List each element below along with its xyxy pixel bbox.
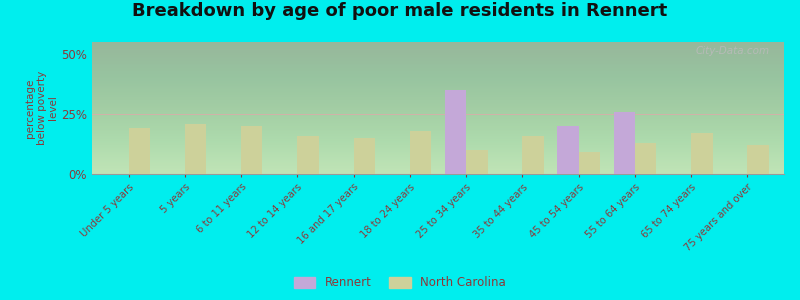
Bar — [410, 131, 431, 174]
Bar — [185, 124, 206, 174]
Bar — [298, 136, 318, 174]
Text: Breakdown by age of poor male residents in Rennert: Breakdown by age of poor male residents … — [132, 2, 668, 20]
Bar — [747, 145, 769, 174]
Legend: Rennert, North Carolina: Rennert, North Carolina — [290, 272, 510, 294]
Bar — [578, 152, 600, 174]
Bar — [635, 143, 656, 174]
Bar — [466, 150, 487, 174]
Bar — [614, 112, 635, 174]
Bar — [558, 126, 578, 174]
Text: City-Data.com: City-Data.com — [696, 46, 770, 56]
Bar — [522, 136, 544, 174]
Bar — [445, 90, 466, 174]
Bar — [241, 126, 262, 174]
Bar — [129, 128, 150, 174]
Y-axis label: percentage
below poverty
level: percentage below poverty level — [25, 71, 58, 145]
Bar — [691, 133, 713, 174]
Bar — [354, 138, 375, 174]
